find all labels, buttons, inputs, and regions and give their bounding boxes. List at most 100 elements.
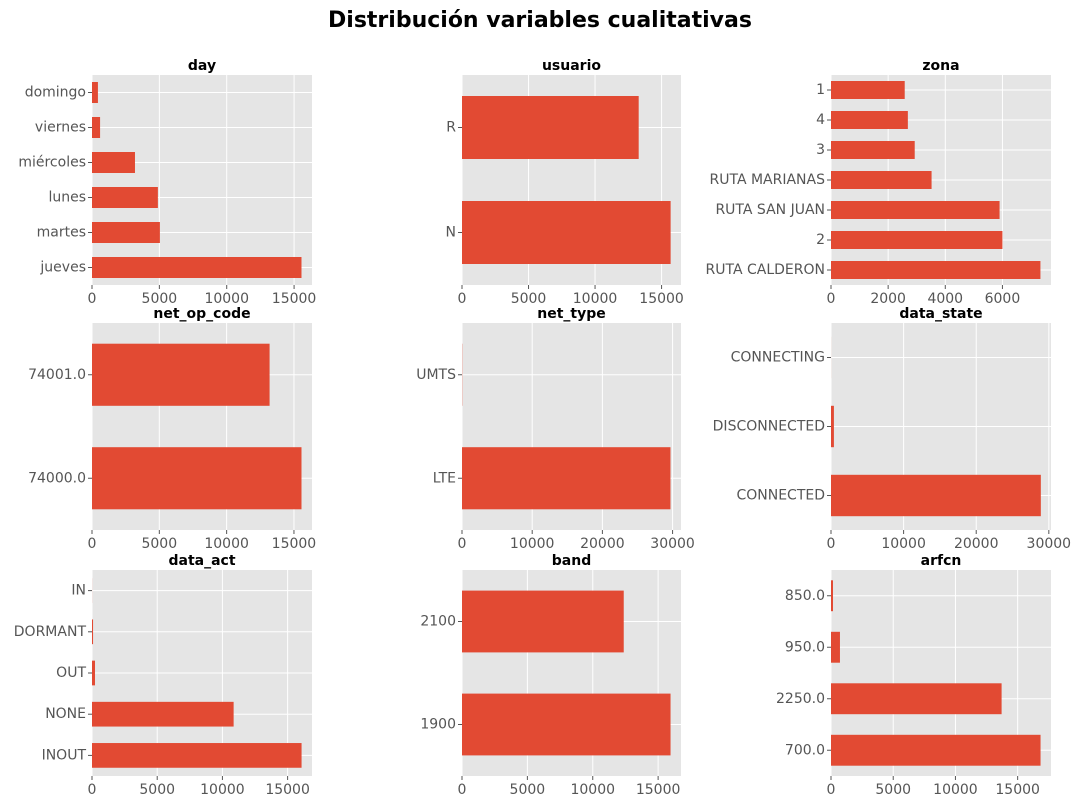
x-tick-label: 0 (827, 782, 836, 795)
x-tick-label: 10000 (204, 536, 249, 552)
x-tick-label: 6000 (985, 291, 1021, 307)
x-tick-label: 10000 (933, 782, 978, 795)
x-tick-label: 5000 (875, 782, 911, 795)
y-tick-label: 2250.0 (776, 691, 825, 707)
x-tick-label: 15000 (995, 782, 1040, 795)
bar (92, 701, 234, 727)
x-tick-label: 10000 (510, 536, 555, 552)
y-tick-label: RUTA CALDERON (706, 262, 825, 278)
x-tick-label: 10000 (204, 291, 249, 307)
x-tick-label: 0 (458, 291, 467, 307)
y-tick-label: 2 (816, 232, 825, 248)
y-tick-label: OUT (56, 665, 86, 681)
bar (831, 231, 1003, 249)
x-tick-label: 0 (827, 291, 836, 307)
x-tick-label: 20000 (954, 536, 999, 552)
bar (831, 171, 932, 189)
bar (831, 201, 1000, 219)
plot-area (92, 75, 312, 285)
y-tick-label: RUTA SAN JUAN (715, 202, 825, 218)
y-tick-label: martes (37, 225, 86, 241)
y-tick-label: 1900 (420, 717, 456, 733)
x-tick-label: 2000 (870, 291, 906, 307)
bar (831, 683, 1002, 715)
y-tick-label: DISCONNECTED (713, 419, 825, 435)
figure-title: Distribución variables cualitativas (328, 8, 752, 33)
bar (831, 405, 834, 448)
y-tick-label: CONNECTED (736, 488, 825, 504)
bar (462, 447, 671, 510)
bar (831, 734, 1041, 766)
y-tick-label: 4 (816, 112, 825, 128)
x-tick-label: 20000 (580, 536, 625, 552)
bar (92, 343, 270, 406)
y-tick-label: NONE (45, 706, 86, 722)
bar (92, 117, 101, 138)
panel-title: data_act (168, 553, 235, 569)
panel-title: usuario (542, 58, 601, 74)
y-tick-label: IN (71, 583, 86, 599)
panel-title: net_type (537, 306, 606, 322)
x-tick-label: 30000 (650, 536, 695, 552)
x-tick-label: 5000 (511, 291, 547, 307)
bar (831, 474, 1041, 517)
x-tick-label: 0 (827, 536, 836, 552)
x-tick-label: 10000 (200, 782, 245, 795)
x-tick-label: 5000 (142, 291, 178, 307)
bar (831, 631, 840, 663)
bar (92, 660, 95, 686)
bar (462, 96, 639, 159)
x-tick-label: 10000 (570, 782, 615, 795)
y-tick-label: lunes (48, 190, 86, 206)
y-tick-label: domingo (25, 85, 86, 101)
y-tick-label: 700.0 (785, 742, 825, 758)
x-tick-label: 0 (458, 536, 467, 552)
bar (831, 81, 905, 99)
x-tick-label: 15000 (272, 291, 317, 307)
y-tick-label: LTE (433, 470, 456, 486)
panel-title: band (552, 553, 591, 569)
bar (462, 201, 671, 264)
x-tick-label: 0 (458, 782, 467, 795)
x-tick-label: 10000 (573, 291, 618, 307)
y-tick-label: R (446, 120, 456, 136)
x-tick-label: 15000 (639, 291, 684, 307)
y-tick-label: miércoles (18, 155, 86, 171)
bar (831, 111, 908, 129)
x-tick-label: 0 (88, 536, 97, 552)
bar (92, 187, 158, 208)
panel-title: zona (922, 58, 959, 74)
y-tick-label: 1 (816, 82, 825, 98)
bar (462, 693, 671, 756)
bar (92, 222, 160, 243)
x-tick-label: 15000 (265, 782, 310, 795)
panel-title: day (188, 58, 216, 74)
bar (92, 82, 98, 103)
y-tick-label: DORMANT (14, 624, 87, 640)
bar (92, 257, 302, 278)
y-tick-label: viernes (35, 120, 86, 136)
bar (831, 261, 1041, 279)
y-tick-label: CONNECTING (731, 350, 825, 366)
bar (831, 580, 833, 612)
y-tick-label: 74001.0 (28, 367, 86, 383)
bar (831, 141, 915, 159)
bar (92, 447, 302, 510)
x-tick-label: 15000 (272, 536, 317, 552)
y-tick-label: UMTS (416, 367, 456, 383)
bar (462, 590, 624, 653)
bar (92, 743, 302, 768)
y-tick-label: N (446, 225, 456, 241)
x-tick-label: 15000 (636, 782, 681, 795)
x-tick-label: 0 (88, 291, 97, 307)
panel-title: data_state (899, 306, 982, 322)
y-tick-label: 2100 (420, 614, 456, 630)
y-tick-label: INOUT (42, 747, 87, 763)
y-tick-label: 74000.0 (28, 470, 86, 486)
x-tick-label: 5000 (139, 782, 175, 795)
panel-title: arfcn (921, 553, 962, 569)
bar (92, 152, 135, 173)
y-tick-label: 3 (816, 142, 825, 158)
y-tick-label: 950.0 (785, 639, 825, 655)
